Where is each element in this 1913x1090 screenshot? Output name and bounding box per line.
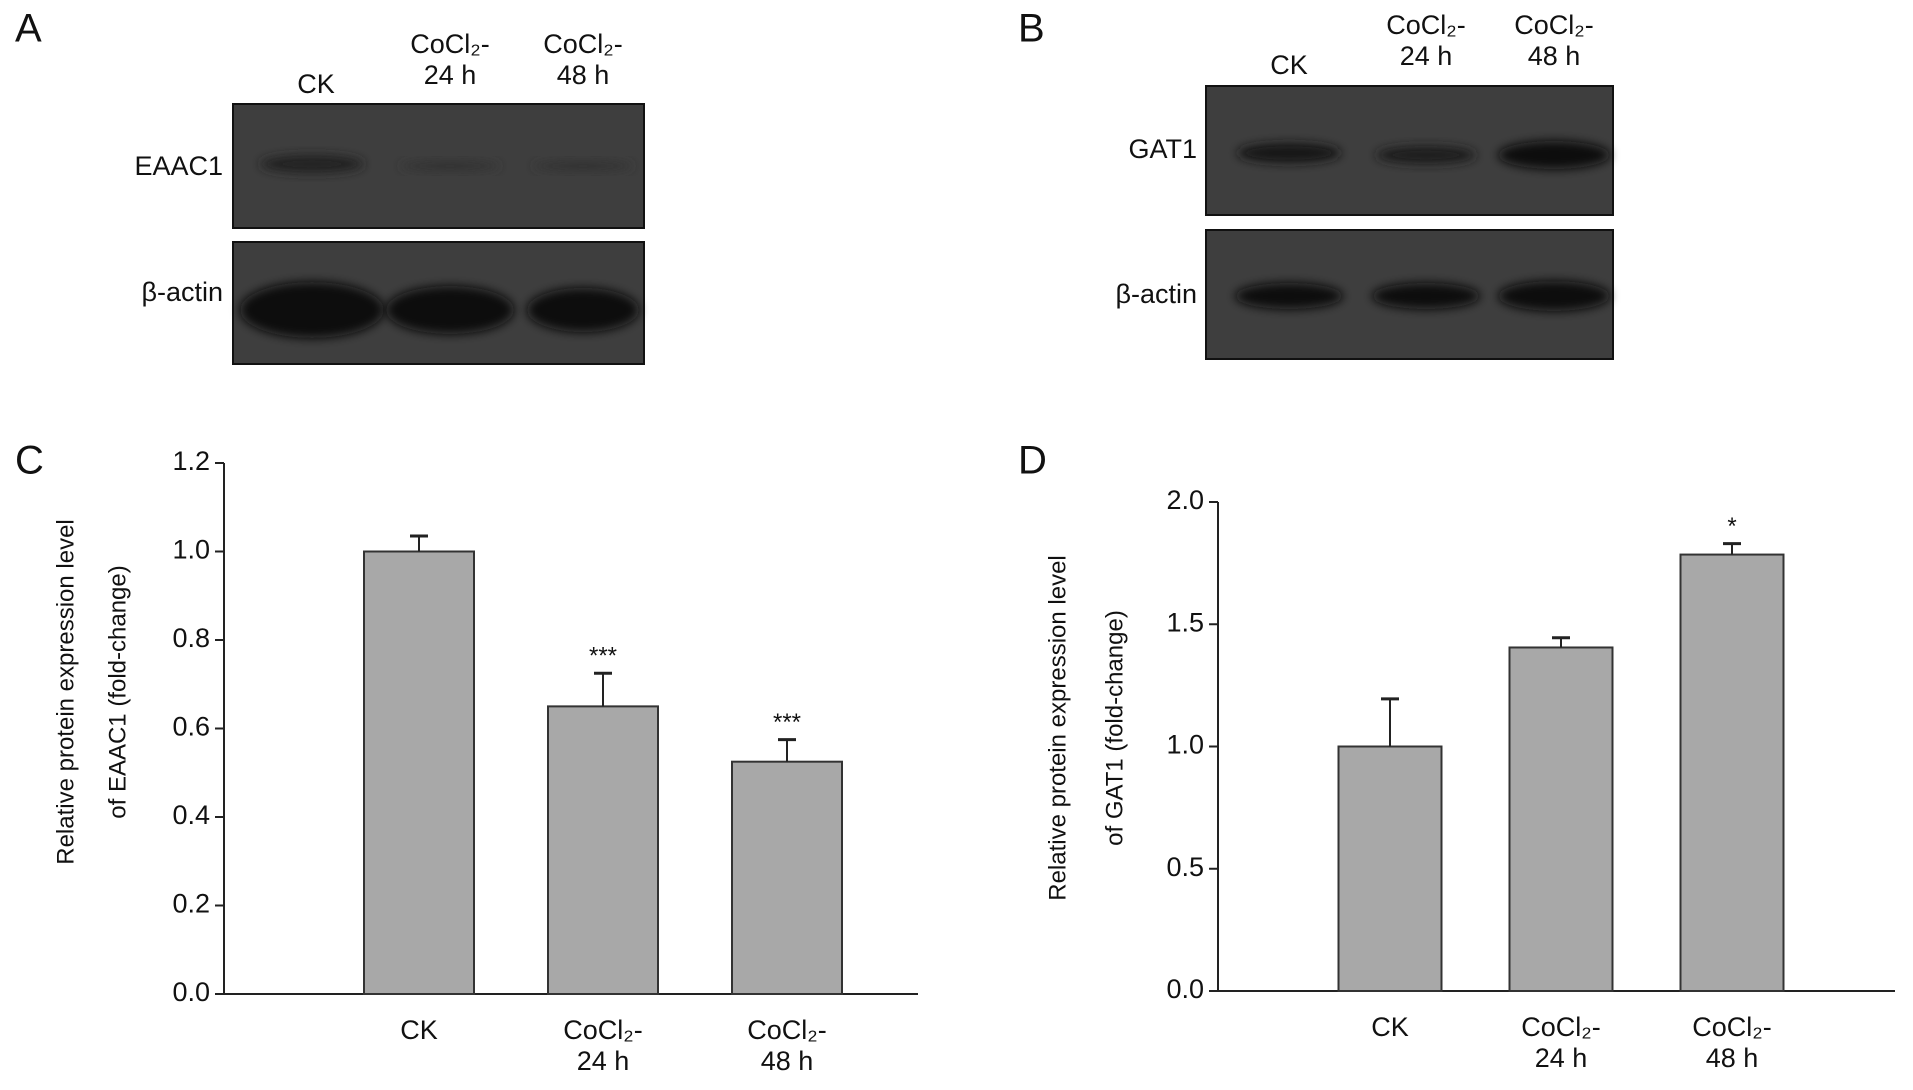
- y-tick-label: 0.2: [172, 889, 210, 919]
- y-tick-label: 1.0: [172, 535, 210, 565]
- band-label: EAAC1: [134, 151, 223, 181]
- bar: [547, 705, 659, 995]
- panel-letter: B: [1018, 7, 1045, 51]
- lane-label: CoCl₂-48 h: [543, 29, 622, 90]
- y-tick-label: 0.8: [172, 623, 210, 653]
- x-tick-label: CoCl₂-48 h: [1692, 1012, 1771, 1073]
- y-axis-label: of GAT1 (fold-change): [1101, 610, 1128, 846]
- significance: *: [1727, 513, 1736, 540]
- x-tick-label: CoCl₂-24 h: [563, 1015, 642, 1076]
- y-tick-label: 1.2: [172, 446, 210, 476]
- lane-label: CoCl₂-24 h: [1386, 10, 1465, 71]
- y-tick-label: 1.5: [1166, 607, 1204, 637]
- lane-label: CK: [297, 69, 335, 99]
- significance: ***: [773, 709, 801, 736]
- x-tick-label: CK: [1371, 1012, 1409, 1042]
- lane-label: CK: [1270, 50, 1308, 80]
- significance: ***: [589, 643, 617, 670]
- y-axis-label: of EAAC1 (fold-change): [104, 565, 131, 818]
- bar: [1508, 646, 1614, 992]
- bar: [363, 550, 475, 995]
- bar: [731, 760, 843, 995]
- x-tick-label: CK: [400, 1015, 438, 1045]
- lane-label: CoCl₂-24 h: [410, 29, 489, 90]
- lane-label: CoCl₂-48 h: [1514, 10, 1593, 71]
- y-tick-label: 0.4: [172, 800, 210, 830]
- band-label: GAT1: [1128, 134, 1197, 164]
- y-tick-label: 1.0: [1166, 730, 1204, 760]
- y-tick-label: 2.0: [1166, 485, 1204, 515]
- x-tick-label: CoCl₂-48 h: [747, 1015, 826, 1076]
- y-tick-label: 0.0: [1166, 974, 1204, 1004]
- blot-b: [1205, 85, 1614, 360]
- panel-letter: D: [1018, 439, 1047, 483]
- y-axis-label: Relative protein expression level: [1044, 555, 1071, 901]
- panel-letter: C: [15, 439, 44, 483]
- band-label: β-actin: [1115, 279, 1197, 309]
- bar: [1679, 553, 1785, 992]
- panel-letter: A: [15, 7, 42, 51]
- y-axis-label: Relative protein expression level: [52, 519, 79, 865]
- band-label: β-actin: [141, 277, 223, 307]
- y-tick-label: 0.6: [172, 712, 210, 742]
- y-tick-label: 0.0: [172, 977, 210, 1007]
- bar: [1337, 745, 1443, 992]
- blot-a: [232, 103, 645, 365]
- x-tick-label: CoCl₂-24 h: [1521, 1012, 1600, 1073]
- y-tick-label: 0.5: [1166, 852, 1204, 882]
